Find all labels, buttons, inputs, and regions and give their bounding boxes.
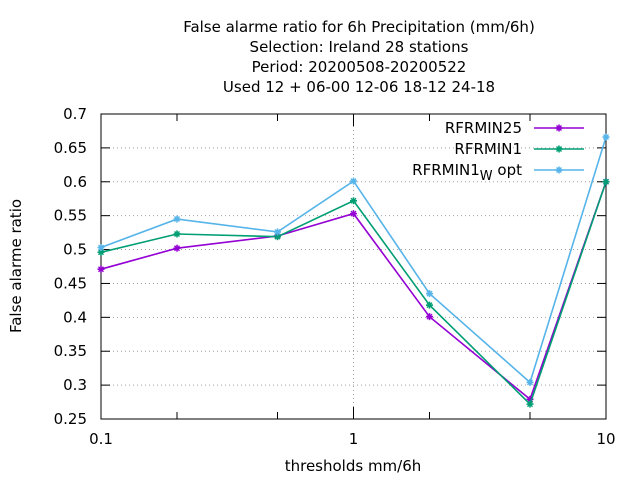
chart-title: False alarme ratio for 6h Precipitation … — [183, 18, 535, 96]
data-point — [97, 265, 105, 273]
x-tick-label: 0.1 — [89, 430, 113, 448]
data-point — [97, 244, 105, 252]
series-3 — [97, 133, 610, 386]
legend-label-name: RFRMIN1 — [454, 140, 522, 158]
y-axis-label: False alarme ratio — [7, 199, 25, 333]
y-tick-label: 0.5 — [63, 241, 87, 259]
y-tick-label: 0.7 — [63, 105, 87, 123]
grid — [101, 114, 606, 419]
y-tick-label: 0.6 — [63, 173, 87, 191]
title-line-1: False alarme ratio for 6h Precipitation … — [183, 18, 535, 36]
data-point — [350, 197, 357, 205]
y-tick-label: 0.45 — [54, 274, 87, 292]
legend-label: RFRMIN1 — [454, 140, 522, 158]
title-line-2: Selection: Ireland 28 stations — [250, 38, 469, 56]
data-point — [602, 133, 610, 141]
title-line-4: Used 12 + 06-00 12-06 18-12 24-18 — [223, 78, 495, 96]
data-point — [526, 400, 534, 408]
data-point — [526, 378, 534, 386]
y-tick-label: 0.35 — [54, 342, 87, 360]
y-tick-label: 0.55 — [54, 207, 87, 225]
tick-labels: 0.25 0.3 0.35 0.4 0.45 0.5 0.55 0.6 0.65 0.7 0.1 1 1… — [54, 105, 616, 448]
y-tick-label: 0.25 — [54, 410, 87, 428]
x-tick-label: 10 — [596, 430, 615, 448]
data-point — [173, 215, 181, 223]
legend-entry-2: RFRMIN1 — [454, 140, 584, 158]
series — [97, 133, 610, 408]
legend-label-name: RFRMIN25 — [445, 119, 522, 137]
data-point — [426, 301, 434, 309]
title-line-3: Period: 20200508-20200522 — [252, 58, 467, 76]
data-point — [273, 228, 281, 236]
data-point — [173, 230, 181, 238]
y-tick-label: 0.4 — [63, 308, 87, 326]
data-point — [350, 210, 357, 218]
data-point — [602, 178, 610, 186]
legend-swatch-marker — [555, 124, 563, 132]
data-point — [426, 290, 434, 298]
x-axis-label: thresholds mm/6h — [285, 457, 422, 475]
legend-label: RFRMIN25 — [445, 119, 522, 137]
legend-swatch-marker — [555, 145, 563, 153]
legend-label-subscript: W — [480, 169, 493, 184]
legend-label: RFRMIN1W opt — [412, 161, 522, 184]
legend-label-name: RFRMIN1 — [412, 161, 480, 179]
legend-swatch-marker — [555, 166, 563, 174]
y-tick-label: 0.65 — [54, 139, 87, 157]
legend-entry-3: RFRMIN1W opt — [412, 161, 584, 184]
legend-label-suffix: opt — [493, 161, 522, 179]
x-tick-label: 1 — [349, 430, 359, 448]
data-point — [350, 177, 357, 185]
legend-entry-1: RFRMIN25 — [445, 119, 584, 137]
series-line — [100, 136, 607, 384]
data-point — [173, 244, 181, 252]
y-tick-label: 0.3 — [63, 376, 87, 394]
data-point — [426, 313, 434, 321]
